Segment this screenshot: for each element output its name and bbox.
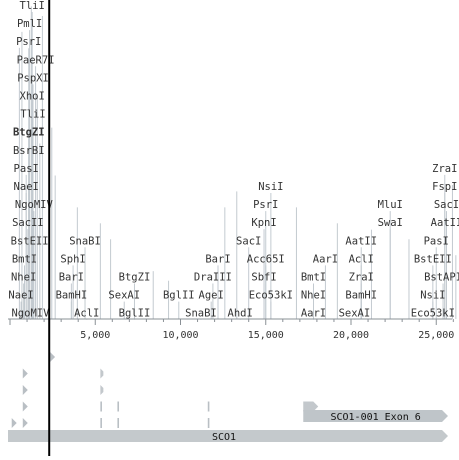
enzyme-label[interactable]: NaeI: [8, 290, 33, 302]
enzyme-label[interactable]: Eco53kI: [249, 290, 293, 302]
position-ruler: 5,000 10,000 15,000 20,000 25,000: [8, 318, 454, 341]
feature-marker-icon[interactable]: [303, 401, 319, 412]
enzyme-label[interactable]: TliI: [20, 109, 45, 121]
exon-label: SCO1-001 Exon 6: [330, 412, 420, 423]
enzyme-label[interactable]: XhoI: [20, 91, 45, 103]
enzyme-label[interactable]: PasI: [14, 163, 39, 175]
feature-marker-icon[interactable]: [22, 368, 28, 379]
feature-marker-icon[interactable]: [100, 401, 102, 412]
feature-marker-icon[interactable]: [22, 418, 28, 428]
enzyme-label[interactable]: NgoMIV: [15, 199, 54, 211]
enzyme-label[interactable]: SwaI: [378, 217, 403, 229]
enzyme-label[interactable]: AgeI: [199, 290, 224, 302]
enzyme-label[interactable]: PaeR7I: [17, 54, 55, 66]
enzyme-labels: TliI PmlI PsrI PaeR7I PspXI XhoI TliI BtgZI BsrB…: [8, 0, 459, 320]
enzyme-label[interactable]: Eco53kI: [411, 308, 455, 320]
feature-marker-icon[interactable]: [22, 385, 28, 395]
enzyme-label[interactable]: ZraI: [349, 272, 374, 284]
enzyme-label[interactable]: BamHI: [345, 290, 377, 302]
feature-marker-icon[interactable]: [207, 418, 210, 428]
exon-feature[interactable]: SCO1-001 Exon 6: [303, 410, 448, 423]
enzyme-label[interactable]: SacI: [434, 199, 459, 211]
ruler-tick-label: 20,000: [333, 330, 369, 341]
feature-marker-icon[interactable]: [117, 418, 120, 428]
enzyme-label[interactable]: AclI: [349, 253, 374, 265]
ruler-tick-label: 10,000: [162, 330, 198, 341]
enzyme-label[interactable]: NgoMIV: [11, 308, 50, 320]
enzyme-label[interactable]: BglII: [163, 290, 195, 302]
enzyme-label[interactable]: BarI: [59, 272, 84, 284]
enzyme-label[interactable]: KpnI: [251, 217, 276, 229]
enzyme-label[interactable]: BstEII: [11, 235, 49, 247]
enzyme-label[interactable]: PspXI: [17, 72, 49, 84]
enzyme-label[interactable]: AatII: [345, 235, 377, 247]
enzyme-label[interactable]: SacI: [236, 235, 261, 247]
gene-feature[interactable]: SCO1: [8, 430, 448, 443]
enzyme-label[interactable]: BarI: [205, 253, 230, 265]
enzyme-label[interactable]: DraIII: [194, 272, 232, 284]
enzyme-label[interactable]: MluI: [378, 199, 403, 211]
enzyme-label[interactable]: SnaBI: [69, 235, 101, 247]
enzyme-label[interactable]: SbfI: [251, 272, 276, 284]
enzyme-label[interactable]: AarI: [301, 308, 326, 320]
enzyme-label[interactable]: PasI: [424, 235, 449, 247]
enzyme-label[interactable]: SexAI: [108, 290, 140, 302]
exon-arrow-bar[interactable]: [303, 410, 448, 422]
enzyme-label[interactable]: NheI: [301, 290, 326, 302]
enzyme-label[interactable]: BtgZI: [13, 127, 45, 139]
enzyme-label[interactable]: SacII: [12, 217, 44, 229]
enzyme-label[interactable]: BmtI: [12, 253, 37, 265]
feature-markers: [11, 352, 319, 428]
enzyme-label[interactable]: ZraI: [432, 163, 457, 175]
enzyme-label[interactable]: AhdI: [228, 308, 253, 320]
ruler-tick-label: 15,000: [248, 330, 284, 341]
cut-site-lines: [18, 6, 457, 320]
enzyme-label[interactable]: BglII: [119, 308, 151, 320]
ruler-tick-label: 5,000: [80, 330, 110, 341]
enzyme-label[interactable]: BstAPI: [424, 272, 459, 284]
gene-label: SCO1: [212, 432, 236, 443]
enzyme-label[interactable]: NaeI: [14, 181, 39, 193]
feature-marker-icon[interactable]: [100, 385, 104, 395]
feature-marker-icon[interactable]: [117, 401, 120, 412]
enzyme-label[interactable]: PmlI: [17, 18, 42, 30]
enzyme-label[interactable]: TliI: [20, 0, 45, 12]
enzyme-label[interactable]: AclI: [74, 308, 99, 320]
enzyme-label[interactable]: AatII: [431, 217, 459, 229]
enzyme-label[interactable]: NsiI: [420, 290, 445, 302]
ruler-tick-label: 25,000: [418, 330, 454, 341]
enzyme-label[interactable]: FspI: [432, 181, 457, 193]
enzyme-label[interactable]: AarI: [313, 253, 338, 265]
enzyme-label[interactable]: Acc65I: [247, 253, 285, 265]
enzyme-label[interactable]: SnaBI: [185, 308, 217, 320]
feature-marker-icon[interactable]: [100, 418, 102, 428]
feature-marker-icon[interactable]: [207, 401, 210, 412]
enzyme-label[interactable]: BsrBI: [13, 145, 45, 157]
feature-marker-icon[interactable]: [11, 418, 17, 428]
enzyme-label[interactable]: NheI: [11, 272, 36, 284]
enzyme-label[interactable]: SexAI: [339, 308, 371, 320]
enzyme-label[interactable]: BtgZI: [119, 272, 151, 284]
enzyme-label[interactable]: BstEII: [414, 253, 452, 265]
enzyme-label[interactable]: BamHI: [56, 290, 88, 302]
gene-arrow-bar[interactable]: [8, 430, 448, 442]
enzyme-label[interactable]: PsrI: [253, 199, 278, 211]
feature-marker-icon[interactable]: [100, 368, 104, 379]
enzyme-label[interactable]: PsrI: [16, 36, 41, 48]
enzyme-label[interactable]: NsiI: [258, 181, 283, 193]
feature-marker-icon[interactable]: [22, 401, 28, 412]
enzyme-label[interactable]: BmtI: [301, 272, 326, 284]
feature-marker-icon[interactable]: [50, 352, 56, 362]
enzyme-label[interactable]: SphI: [60, 253, 85, 265]
